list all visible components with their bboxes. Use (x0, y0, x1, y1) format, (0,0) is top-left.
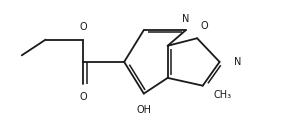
Text: O: O (201, 21, 208, 31)
Text: O: O (80, 22, 87, 32)
Text: N: N (182, 14, 190, 24)
Text: OH: OH (136, 105, 151, 115)
Text: O: O (80, 92, 87, 102)
Text: N: N (233, 57, 241, 67)
Text: CH₃: CH₃ (214, 90, 232, 100)
